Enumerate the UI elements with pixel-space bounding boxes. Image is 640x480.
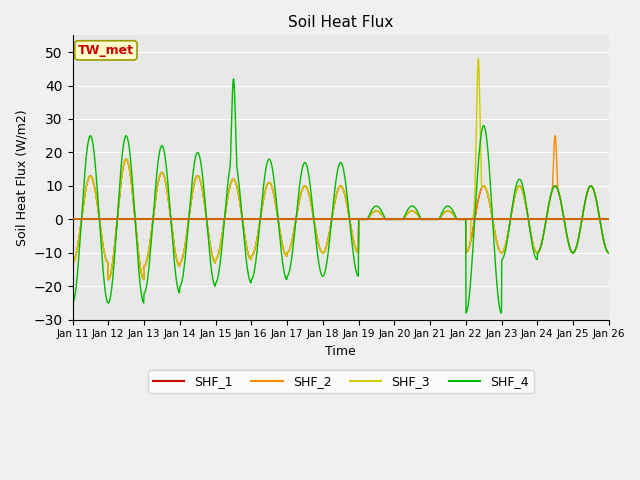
SHF_2 [68, 260, 76, 266]
SHF_1 [249, 252, 257, 258]
SHF_2 [424, 216, 432, 222]
SHF_4 [605, 250, 612, 256]
SHF_3 [188, 192, 196, 198]
Line: SHF_4: SHF_4 [72, 79, 609, 313]
SHF_2 [494, 244, 502, 250]
SHF_3 [104, 277, 112, 283]
SHF_3 [542, 219, 550, 225]
SHF_1 [424, 216, 432, 222]
SHF_2 [175, 263, 183, 269]
SHF_2 [188, 192, 196, 198]
Y-axis label: Soil Heat Flux (W/m2): Soil Heat Flux (W/m2) [15, 109, 28, 246]
SHF_2 [605, 250, 612, 256]
SHF_3 [495, 245, 502, 251]
SHF_1 [542, 219, 550, 225]
SHF_4 [248, 276, 256, 282]
Title: Soil Heat Flux: Soil Heat Flux [288, 15, 394, 30]
SHF_4 [68, 300, 76, 306]
SHF_4 [188, 182, 196, 188]
SHF_4 [497, 310, 505, 316]
SHF_3 [474, 56, 482, 61]
SHF_3 [424, 216, 432, 222]
Legend: SHF_1, SHF_2, SHF_3, SHF_4: SHF_1, SHF_2, SHF_3, SHF_4 [148, 370, 534, 393]
SHF_1 [495, 245, 502, 251]
SHF_1 [68, 260, 76, 266]
SHF_4 [424, 216, 432, 222]
SHF_4 [230, 76, 237, 82]
SHF_1 [175, 263, 183, 269]
SHF_2 [541, 221, 549, 227]
SHF_3 [175, 263, 183, 269]
SHF_1 [605, 250, 612, 256]
X-axis label: Time: Time [325, 345, 356, 358]
SHF_3 [68, 260, 76, 266]
Line: SHF_2: SHF_2 [72, 136, 609, 280]
SHF_2 [248, 253, 256, 259]
SHF_4 [175, 289, 182, 295]
SHF_2 [104, 277, 112, 283]
SHF_1 [189, 190, 196, 195]
Line: SHF_3: SHF_3 [72, 59, 609, 280]
SHF_3 [248, 253, 256, 259]
Line: SHF_1: SHF_1 [72, 159, 609, 280]
SHF_1 [122, 156, 130, 162]
SHF_1 [104, 277, 112, 283]
Text: TW_met: TW_met [78, 44, 134, 57]
SHF_4 [542, 219, 550, 225]
SHF_4 [494, 294, 502, 300]
SHF_2 [551, 133, 559, 139]
SHF_3 [605, 250, 612, 256]
